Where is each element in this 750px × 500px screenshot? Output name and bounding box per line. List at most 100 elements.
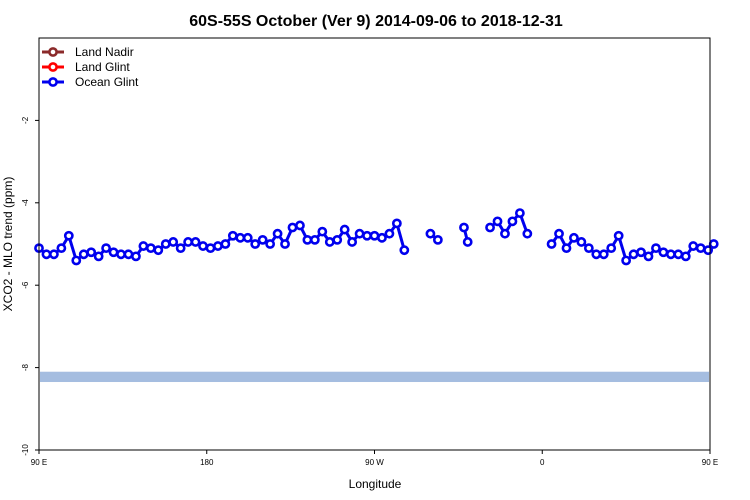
y-tick-label: -6 [21,281,30,289]
data-point [332,234,343,245]
data-point [168,237,179,247]
y-tick-label: -4 [21,199,30,207]
data-point [41,249,52,260]
data-point [93,251,104,262]
data-point [190,237,201,247]
data-point [71,255,82,266]
data-point [576,237,587,247]
legend-label: Ocean Glint [75,75,139,89]
data-point [651,243,661,254]
x-tick-label: 90 W [365,458,384,467]
x-tick-label: 180 [200,458,214,467]
y-tick-label: -8 [21,363,30,371]
data-point [49,249,59,260]
data-point [354,228,365,239]
data-point [522,228,533,239]
data-point [665,249,676,260]
data-point [287,222,298,233]
data-point [123,249,134,260]
data-point [621,255,632,266]
x-tick-label: 90 E [702,458,718,467]
data-point [160,239,171,249]
data-point [561,243,572,254]
data-point [63,230,74,241]
legend-swatch-marker [48,77,58,87]
data-point [220,239,231,249]
x-tick-label: 90 E [31,458,47,467]
data-point [485,222,495,233]
legend-swatch-marker [48,62,58,72]
data-point [227,230,238,241]
data-point [108,247,119,258]
legend-swatch-marker [48,47,58,57]
data-point [569,232,579,243]
data-point [153,245,164,256]
data-point [309,234,320,245]
data-point [175,243,186,254]
data-point [347,237,358,247]
data-point [459,222,469,233]
data-point [628,249,639,260]
data-point [324,237,335,247]
y-tick-label: -2 [21,116,30,124]
data-point [362,230,372,241]
data-point [205,243,216,254]
data-point [384,228,395,239]
data-point [673,249,684,260]
data-point [265,239,276,249]
x-tick-label: 0 [540,458,545,467]
data-point [339,224,350,235]
data-point [680,251,691,262]
legend-entry: Ocean Glint [42,75,139,89]
data-point [591,249,602,260]
data-point [213,241,223,251]
chart-title: 60S-55S October (Ver 9) 2014-09-06 to 20… [189,13,563,30]
data-point [500,228,510,239]
data-point [101,243,111,254]
data-point [183,237,194,247]
series-ocean-glint [34,208,719,266]
data-point [507,216,518,227]
data-point [86,247,97,258]
legend-entry: Land Glint [42,60,130,74]
legend-entry: Land Nadir [42,45,134,59]
data-point [235,232,246,243]
data-point [295,220,305,231]
y-axis-label: XCO2 - MLO trend (ppm) [1,177,15,312]
data-point [606,243,617,254]
x-axis-label: Longitude [349,477,402,491]
data-point [688,241,699,251]
data-point [492,216,503,227]
data-point [391,218,402,229]
data-point [242,232,253,243]
data-point [145,243,156,254]
data-point [131,251,141,262]
legend-label: Land Glint [75,60,130,74]
data-point [583,243,594,254]
data-point [708,239,719,249]
data-point [257,234,268,245]
data-point [613,230,624,241]
legend-label: Land Nadir [75,45,134,59]
data-point [272,228,283,239]
data-point [250,239,261,249]
data-point [116,249,126,260]
data-point [56,243,67,254]
data-point [636,247,646,258]
data-point [658,247,669,258]
y-tick-label: -10 [21,444,30,456]
data-point [546,239,557,249]
data-point [198,241,208,251]
data-point [377,232,387,243]
data-point [280,239,290,249]
data-point [514,208,525,218]
data-point [425,228,436,239]
reference-band [40,371,709,383]
data-point [643,251,654,262]
data-point [138,241,149,251]
data-point [554,228,564,239]
data-point [78,249,89,260]
data-point [432,234,443,245]
